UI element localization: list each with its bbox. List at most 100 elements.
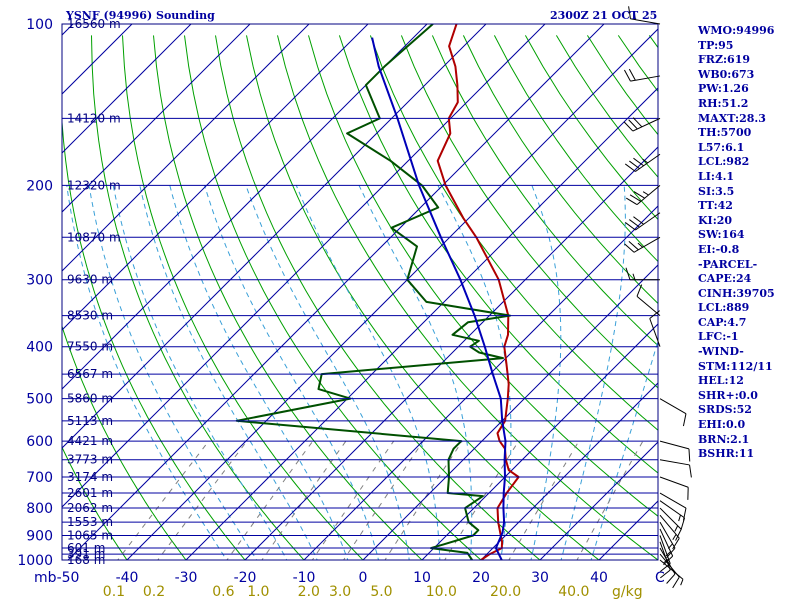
pressure-tick-label: 900 [26,528,53,544]
index-item: BSHR:11 [698,447,755,461]
index-item: PW:1.26 [698,82,749,96]
index-item: SHR+:0.0 [698,388,758,402]
height-label: 14120 m [67,111,121,125]
pressure-tick-labels: 100 200 300 400 500 600 700 800 900 1000 [17,17,53,569]
mixing-ratio-label: 40.0 [558,584,589,600]
mixing-ratio-lines [117,440,644,560]
temperature-tick-label: -50 [57,570,80,586]
wind-barb [659,514,680,550]
isotherm [244,146,658,560]
height-label: 3174 m [67,470,113,484]
dry-adiabat [62,114,246,560]
mixing-ratio-line [226,440,314,560]
temperature-tick-label: -10 [293,570,316,586]
index-item: FRZ:619 [698,53,751,67]
temperature-tick-label: -40 [116,570,139,586]
dry-adiabat [400,35,658,389]
isobars [62,23,658,561]
index-item: TH:5700 [698,126,752,140]
temperature-tick-label: 40 [590,570,608,586]
index-item: RH:51.2 [698,96,749,110]
moist-adiabat [560,185,626,560]
dry-adiabat [62,446,128,560]
dry-adiabat [308,35,658,517]
isotherm [126,28,658,560]
moist-adiabat [139,185,318,560]
wind-barb [623,68,661,82]
height-label: 2601 m [67,486,113,500]
index-item: -WIND- [698,345,744,359]
wind-barb [623,117,661,132]
index-item: HEL:12 [698,374,744,388]
isotherm [303,205,658,560]
isotherm [185,87,658,560]
index-item: EHI:0.0 [698,418,746,432]
wind-barb [659,521,676,558]
mixing-ratio-line [261,440,347,560]
index-item: EI:-0.8 [698,242,740,256]
height-label: 7550 m [67,340,113,354]
wind-barb [659,535,671,572]
wind-barb [624,153,661,172]
index-item: BRN:2.1 [698,432,750,446]
moist-adiabat [204,185,380,560]
moist-adiabat [66,185,228,560]
index-item: LCL:982 [698,155,750,169]
height-label: 5113 m [67,414,113,428]
isotherm [62,24,310,272]
temperature-unit-label: C [655,570,665,586]
pressure-tick-label: 200 [26,178,53,194]
index-item: LCL:889 [698,301,750,315]
wind-barb [659,528,674,566]
wind-barb [636,284,661,317]
wind-barb [625,184,661,206]
height-label: 16560 m [67,17,121,31]
index-item: WMO:94996 [698,24,775,37]
index-item: MAXT:28.3 [698,111,766,125]
index-item: KI:20 [698,213,733,227]
pressure-tick-label: 1000 [17,553,53,569]
isotherm [62,24,192,154]
mixing-ratio-label: 3.0 [329,584,351,600]
wind-barb [659,459,692,478]
wind-barb [659,440,691,462]
wind-barb [624,236,661,253]
dry-adiabat [493,35,658,263]
dry-adiabat [462,35,658,305]
isotherm [62,24,251,213]
height-label: 1065 m [67,528,113,542]
temperature-tick-labels: -50 -40 -30 -20 -10 0 10 20 30 40 [57,570,608,586]
mixing-ratio-line [342,440,424,560]
moist-adiabat [169,185,349,560]
height-label: 9630 m [67,273,113,287]
wind-barb [659,507,682,541]
index-item: CAPE:24 [698,272,752,286]
height-label: 10870 m [67,230,121,244]
mixing-ratio-label: 0.2 [143,584,165,600]
index-item: -PARCEL- [698,257,758,271]
moist-adiabat [112,185,288,560]
height-label: 4421 m [67,434,113,448]
height-label: 601 m [67,541,105,555]
mixing-ratio-label: 2.0 [298,584,320,600]
moist-adiabat [530,185,562,560]
pressure-unit-label: mb [34,570,57,586]
pressure-tick-label: 800 [26,501,53,517]
pressure-tick-label: 700 [26,470,53,486]
isotherms [62,24,658,560]
height-label: 391 m [67,547,105,561]
index-item: CAP:4.7 [698,315,747,329]
dry-adiabat [369,35,658,431]
plot-frame [61,23,659,561]
index-item: SRDS:52 [698,403,752,417]
height-label: 5860 m [67,392,113,406]
temperature-profile [436,24,520,560]
height-label: 1553 m [67,515,113,529]
index-item: STM:112/11 [698,359,773,373]
dry-adiabat [122,35,364,560]
chart-timestamp: 2300Z 21 OCT 25 [550,9,658,22]
mixing-ratio-label: 5.0 [370,584,392,600]
mixing-ratio-line [157,440,248,560]
dry-adiabat [338,35,658,474]
pressure-tick-label: 400 [26,340,53,356]
